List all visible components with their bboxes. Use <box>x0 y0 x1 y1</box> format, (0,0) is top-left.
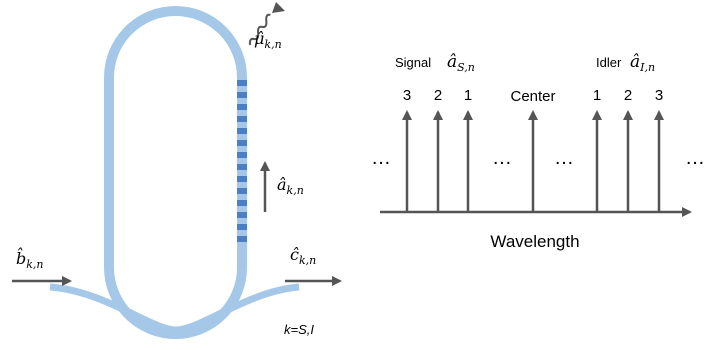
b-operator-label: b̂k,n <box>16 248 44 271</box>
c-operator-label: ĉk,n <box>290 245 316 267</box>
loss-wavy-arrow <box>248 2 285 46</box>
idler-label: Idler <box>596 55 622 70</box>
a-hat: â <box>277 175 287 194</box>
mu-hat: μ̂ <box>254 29 264 48</box>
idler-mode-number: 1 <box>593 87 601 104</box>
signal-mode-number: 3 <box>403 87 411 104</box>
bus-waveguide <box>49 283 300 334</box>
k-index-note: k=S,I <box>284 322 314 337</box>
grating-stripe <box>237 80 247 86</box>
grating-stripe <box>237 140 247 146</box>
signal-mode-number: 2 <box>434 87 442 104</box>
grating-stripe <box>237 188 247 194</box>
a-operator-label: âk,n <box>277 175 304 197</box>
signal-op-hat: â <box>447 52 457 72</box>
signal-label: Signal <box>395 55 431 70</box>
grating-stripe <box>237 128 247 134</box>
grating-stripe <box>237 212 247 218</box>
ring-waveguide <box>104 6 247 339</box>
c-subscript: k,n <box>299 254 316 267</box>
ellipsis-right: … <box>685 147 705 169</box>
mu-subscript: k,n <box>264 38 281 51</box>
idler-mode-number: 3 <box>655 87 663 104</box>
signal-op-subscript: S,n <box>457 61 475 74</box>
signal-mode-number: 1 <box>464 87 472 104</box>
mu-operator-label: μ̂k,n <box>254 29 282 51</box>
center-label: Center <box>510 88 555 105</box>
c-hat: ĉ <box>290 245 299 264</box>
b-subscript: k,n <box>26 258 43 271</box>
grating-stripe <box>237 92 247 98</box>
idler-op-hat: â <box>630 52 640 72</box>
wavelength-axis-label: Wavelength <box>490 232 579 251</box>
grating-stripe <box>237 236 247 242</box>
ellipsis-left: … <box>371 147 391 169</box>
grating-stripe <box>237 152 247 158</box>
signal-operator-label: âS,n <box>447 52 475 74</box>
grating-stripe <box>237 164 247 170</box>
microring-resonator <box>49 6 300 339</box>
grating-stripe <box>237 116 247 122</box>
idler-op-subscript: I,n <box>639 61 655 74</box>
idler-operator-label: âI,n <box>630 52 655 74</box>
grating-stripe <box>237 200 247 206</box>
idler-mode-number: 2 <box>624 87 632 104</box>
a-subscript: k,n <box>287 184 304 197</box>
mode-lines: 3 2 1 1 2 3 <box>402 87 664 212</box>
grating-stripe <box>237 224 247 230</box>
grating-stripe <box>237 104 247 110</box>
b-hat: b̂ <box>16 248 26 268</box>
ellipsis-mid-right: … <box>554 147 574 169</box>
ellipsis-mid-left: … <box>492 147 512 169</box>
grating-stripe <box>237 176 247 182</box>
bragg-grating <box>237 80 247 242</box>
